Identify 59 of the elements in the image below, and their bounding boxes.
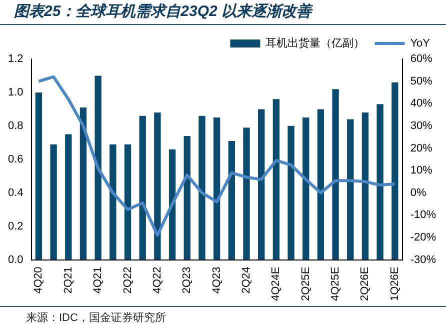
x-tick-label: 2Q24: [240, 266, 253, 294]
x-tick-label: 2Q23: [181, 266, 194, 294]
y-tick-label: 0.0: [8, 254, 24, 266]
bar: [332, 89, 339, 260]
y-tick-label: 0.6: [8, 153, 24, 166]
legend-label: YoY: [410, 38, 431, 50]
y2-tick-label: 0%: [410, 186, 426, 199]
x-tick-label: 2Q22: [122, 266, 134, 294]
bar: [154, 112, 161, 260]
y2-tick-label: -10%: [410, 209, 436, 222]
y-tick-label: 0.8: [8, 120, 24, 132]
bar: [184, 136, 190, 260]
x-tick-label: 4Q25E: [330, 266, 342, 302]
y-tick-label: 0.2: [8, 220, 24, 232]
bar: [347, 119, 354, 260]
x-tick-label: 4Q24E: [270, 266, 282, 302]
bar: [198, 116, 206, 260]
bar: [317, 109, 324, 260]
bar: [35, 92, 42, 260]
source-note: 来源：IDC，国金证券研究所: [26, 310, 166, 325]
x-tick-label: 2Q25E: [300, 266, 312, 302]
bar: [392, 82, 398, 260]
y2-tick-label: 20%: [410, 142, 433, 154]
bar: [139, 116, 146, 260]
x-tick-label: 4Q20: [32, 266, 45, 294]
y2-tick-label: -30%: [410, 254, 436, 266]
bar: [94, 76, 102, 260]
bar: [376, 104, 384, 260]
bar: [65, 134, 72, 260]
x-tick-label: 4Q21: [92, 266, 104, 294]
y-tick-label: 1.2: [8, 53, 24, 66]
bar: [80, 108, 87, 260]
y2-tick-label: 60%: [410, 53, 433, 66]
y2-tick-label: -20%: [410, 231, 436, 244]
bar: [213, 118, 220, 260]
x-tick-label: 4Q23: [210, 266, 223, 294]
bar: [362, 112, 369, 260]
chart-title: 图表25：全球耳机需求自23Q2 以来逐渐改善: [14, 2, 312, 21]
y-tick-label: 0.4: [8, 186, 24, 199]
bar: [302, 118, 310, 260]
bar: [110, 144, 116, 260]
bar: [168, 149, 176, 260]
x-tick-label: 4Q22: [151, 266, 164, 294]
y2-tick-label: 10%: [410, 164, 433, 177]
x-tick-label: 1Q26E: [388, 266, 401, 302]
y2-tick-label: 50%: [410, 75, 433, 88]
bar: [258, 109, 265, 260]
bar: [272, 99, 280, 260]
x-tick-label: 2Q21: [62, 266, 74, 294]
y-tick-label: 1.0: [8, 86, 24, 98]
bar: [228, 140, 235, 260]
bar: [288, 126, 294, 260]
bar: [243, 128, 250, 260]
y2-tick-label: 40%: [410, 98, 433, 110]
bar: [50, 144, 57, 260]
y2-tick-label: 30%: [410, 120, 433, 132]
legend-label: 耳机出货量（亿副）: [266, 36, 365, 50]
x-tick-label: 2Q26E: [359, 266, 372, 302]
bar: [124, 144, 132, 260]
